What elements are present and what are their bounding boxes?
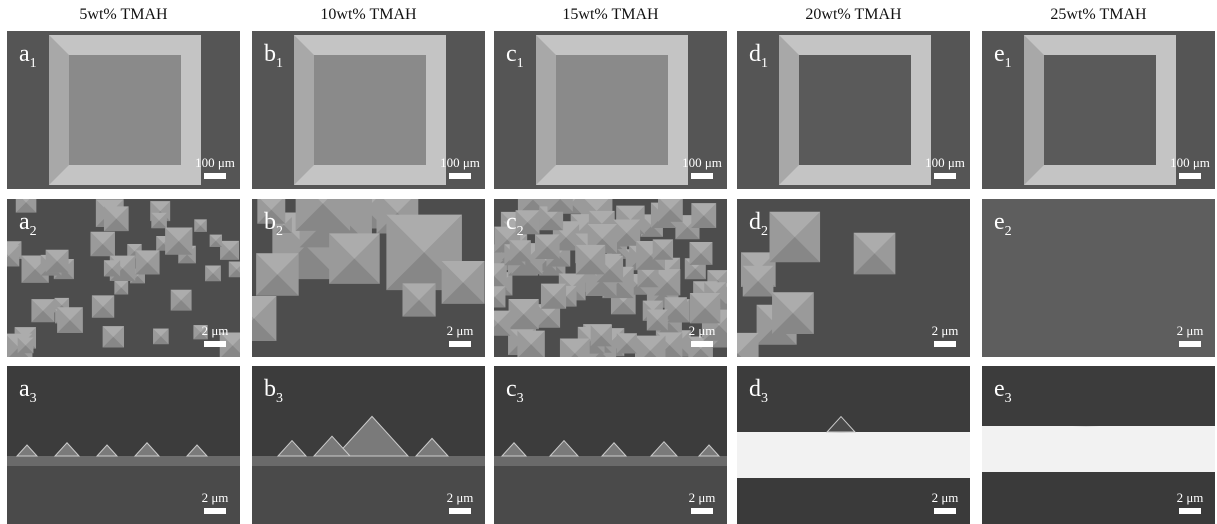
- panel-letter: d: [749, 376, 761, 402]
- sem-image: b2 2 μm: [252, 199, 485, 357]
- pit-bottom: [1044, 55, 1156, 165]
- substrate: [7, 456, 240, 466]
- panel-letter: c: [506, 376, 517, 402]
- scale-bar: [934, 173, 956, 179]
- scale-label: 2 μm: [447, 323, 474, 338]
- sem-image: a3 2 μm: [7, 366, 240, 524]
- panel-letter: c: [506, 209, 517, 235]
- sem-image: d3 2 μm: [737, 366, 970, 524]
- scale-bar: [691, 341, 713, 347]
- pit-wall-shade: [294, 35, 314, 185]
- scale-bar: [1179, 341, 1201, 347]
- column-title: 5wt% TMAH: [7, 6, 240, 24]
- scale-bar: [1179, 173, 1201, 179]
- scale-bar: [1179, 508, 1201, 514]
- panel-subscript: 1: [761, 56, 768, 71]
- pit-bottom: [799, 55, 911, 165]
- panel-subscript: 3: [517, 391, 524, 406]
- panel-subscript: 1: [276, 56, 283, 71]
- scale-label: 100 μm: [682, 155, 722, 170]
- panel-subscript: 1: [1005, 56, 1012, 71]
- scale-label: 2 μm: [932, 323, 959, 338]
- panel-subscript: 3: [761, 391, 768, 406]
- scale-label: 2 μm: [932, 490, 959, 505]
- sem-image: e1 100 μm: [982, 31, 1215, 189]
- scale-label: 2 μm: [1177, 490, 1204, 505]
- panel-subscript: 1: [517, 56, 524, 71]
- column-title: 15wt% TMAH: [494, 6, 727, 24]
- sem-image: c3 2 μm: [494, 366, 727, 524]
- column-title: 25wt% TMAH: [982, 6, 1215, 24]
- substrate: [252, 456, 485, 466]
- scale-bar: [449, 508, 471, 514]
- pit-bottom: [314, 55, 426, 165]
- scale-label: 2 μm: [202, 323, 229, 338]
- figure: 5wt% TMAHa1100 μma22 μma32 μm10wt% TMAHb…: [0, 0, 1217, 524]
- scale-label: 2 μm: [1177, 323, 1204, 338]
- panel-subscript: 3: [276, 391, 283, 406]
- scale-label: 2 μm: [689, 323, 716, 338]
- sem-image: e2 2 μm: [982, 199, 1215, 357]
- substrate: [494, 456, 727, 466]
- sem-image: c2 2 μm: [494, 199, 727, 357]
- panel-letter: a: [19, 209, 30, 235]
- panel-subscript: 2: [30, 224, 37, 239]
- sem-image: d1 100 μm: [737, 31, 970, 189]
- pit-wall-shade: [536, 35, 556, 185]
- panel-subscript: 2: [761, 224, 768, 239]
- scale-label: 2 μm: [447, 490, 474, 505]
- film: [737, 432, 970, 478]
- sem-image: b1 100 μm: [252, 31, 485, 189]
- panel-letter: b: [264, 209, 276, 235]
- sem-image: c1 100 μm: [494, 31, 727, 189]
- scale-label: 2 μm: [689, 490, 716, 505]
- scale-label: 100 μm: [195, 155, 235, 170]
- scale-label: 2 μm: [202, 490, 229, 505]
- panel-letter: d: [749, 209, 761, 235]
- pit-wall-shade: [49, 35, 69, 185]
- panel-letter: e: [994, 41, 1005, 67]
- scale-bar: [449, 173, 471, 179]
- scale-bar: [691, 508, 713, 514]
- scale-bar: [204, 341, 226, 347]
- sem-image: a2 2 μm: [7, 199, 240, 357]
- film: [982, 426, 1215, 472]
- scale-bar: [449, 341, 471, 347]
- panel-subscript: 3: [30, 391, 37, 406]
- scale-bar: [934, 341, 956, 347]
- panel-letter: a: [19, 376, 30, 402]
- scale-label: 100 μm: [440, 155, 480, 170]
- scale-bar: [934, 508, 956, 514]
- panel-letter: d: [749, 41, 761, 67]
- column-title: 20wt% TMAH: [737, 6, 970, 24]
- pit-bottom: [69, 55, 181, 165]
- scale-bar: [204, 508, 226, 514]
- panel-letter: c: [506, 41, 517, 67]
- panel-letter: e: [994, 209, 1005, 235]
- scale-label: 100 μm: [925, 155, 965, 170]
- panel-letter: b: [264, 41, 276, 67]
- pit-wall-shade: [779, 35, 799, 185]
- sem-image: b3 2 μm: [252, 366, 485, 524]
- sem-image: a1 100 μm: [7, 31, 240, 189]
- scale-label: 100 μm: [1170, 155, 1210, 170]
- sem-image: e3 2 μm: [982, 366, 1215, 524]
- panel-subscript: 1: [30, 56, 37, 71]
- pit-wall-shade: [1024, 35, 1044, 185]
- panel-subscript: 2: [276, 224, 283, 239]
- panel-subscript: 2: [1005, 224, 1012, 239]
- sem-image: d2 2 μm: [737, 199, 970, 357]
- pit-bottom: [556, 55, 668, 165]
- panel-letter: a: [19, 41, 30, 67]
- scale-bar: [204, 173, 226, 179]
- panel-letter: e: [994, 376, 1005, 402]
- panel-letter: b: [264, 376, 276, 402]
- scale-bar: [691, 173, 713, 179]
- panel-subscript: 2: [517, 224, 524, 239]
- column-title: 10wt% TMAH: [252, 6, 485, 24]
- panel-subscript: 3: [1005, 391, 1012, 406]
